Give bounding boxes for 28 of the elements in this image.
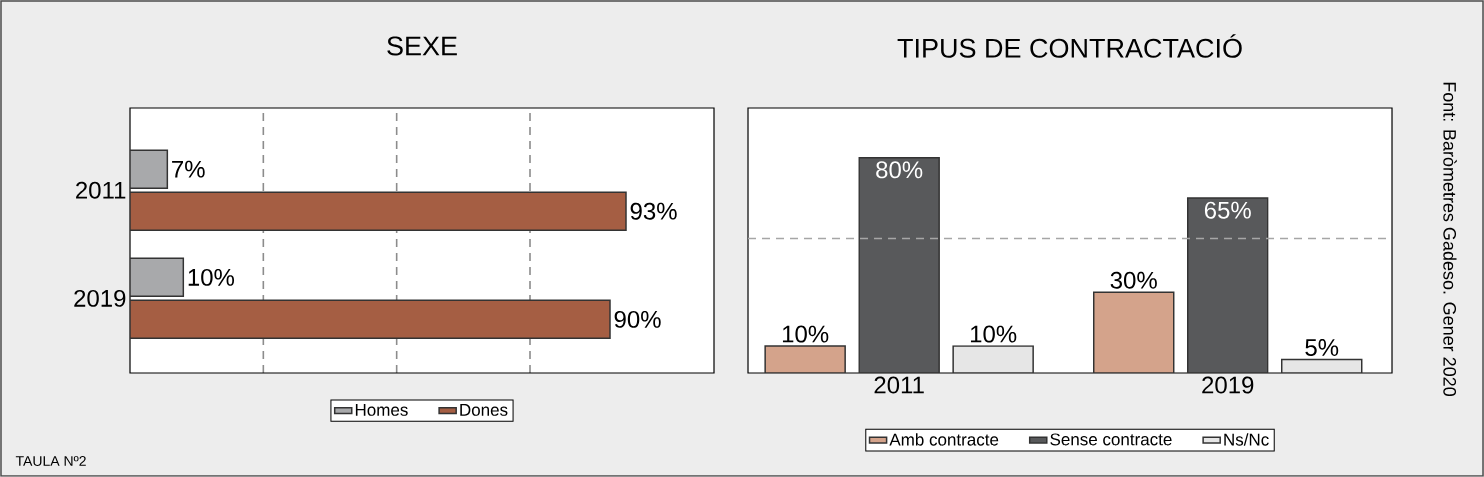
data-label: 10% (782, 325, 829, 343)
bar (764, 345, 846, 373)
bar (130, 191, 627, 231)
legend-label: Dones (460, 404, 508, 416)
text: Font: Baròmetres Gadeso. Gener 2020 (1443, 82, 1457, 397)
bar (952, 345, 1034, 373)
data-label: 93% (630, 202, 677, 220)
chart-title: SEXE (387, 36, 457, 56)
bar (130, 149, 169, 189)
legend-label: Sense contracte (1050, 433, 1172, 446)
legend-label: Amb contracte (889, 433, 999, 446)
bar (858, 157, 940, 373)
text: TAULA Nº2 (15, 456, 86, 466)
bar (1092, 291, 1175, 373)
legend-label: Ns/Nc (1224, 433, 1269, 446)
data-label: 65% (1204, 201, 1251, 219)
bar (130, 299, 611, 340)
data-label: 90% (614, 310, 661, 328)
legend-label: Homes (355, 404, 408, 416)
data-label: 7% (172, 160, 205, 178)
data-label: 5% (1305, 339, 1339, 357)
chart-title: TIPUS DE CONTRACTACIÓ (897, 34, 1242, 58)
data-label: 10% (970, 325, 1017, 343)
data-label: 80% (876, 161, 923, 179)
bar (130, 257, 185, 298)
data-label: 10% (188, 268, 235, 286)
data-label: 30% (1110, 271, 1157, 289)
bar (1186, 197, 1269, 373)
